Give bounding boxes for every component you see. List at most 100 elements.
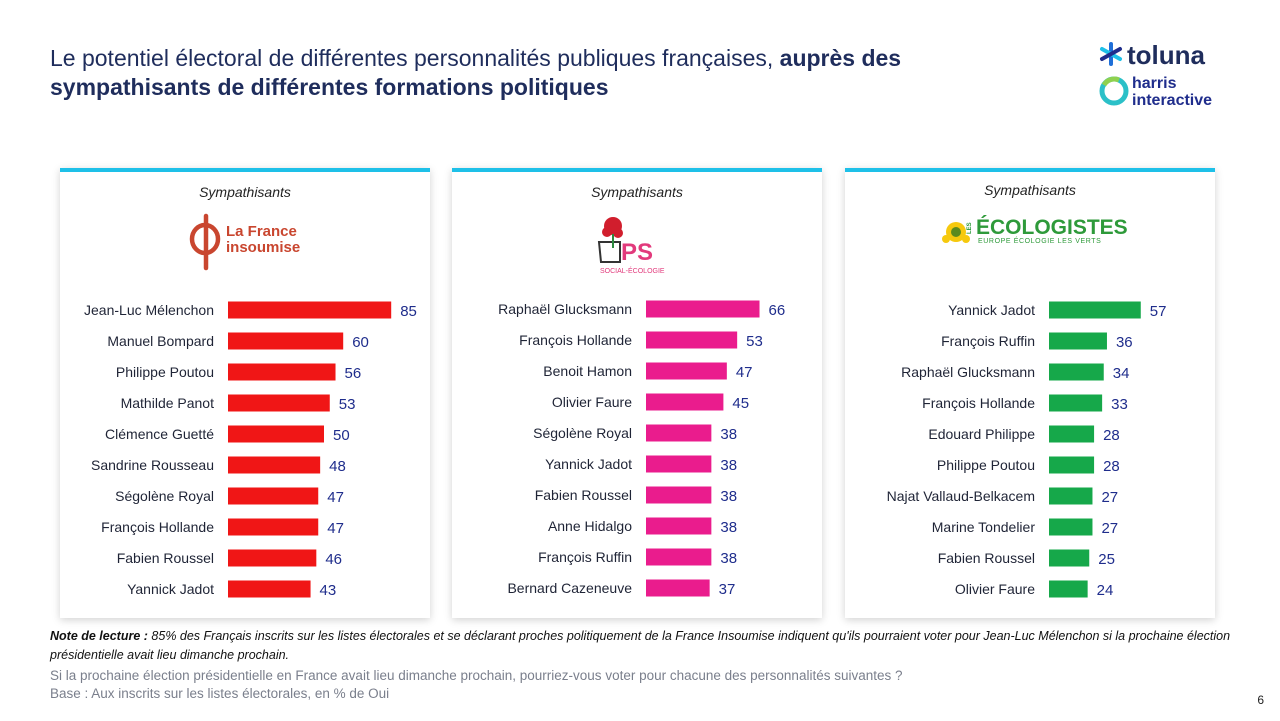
lfi-logo-line1: La France — [226, 223, 297, 240]
bar-label: Jean-Luc Mélenchon — [84, 302, 214, 318]
bar-value-label: 28 — [1103, 427, 1120, 444]
bar-label: Sandrine Rousseau — [91, 457, 214, 473]
bar-value-label: 53 — [746, 333, 763, 350]
bar-label: Marine Tondelier — [932, 519, 1036, 535]
bar-label: Bernard Cazeneuve — [507, 580, 632, 596]
bar — [646, 548, 712, 566]
bar-label: Olivier Faure — [955, 581, 1035, 597]
interactive-wordmark: interactive — [1132, 92, 1212, 109]
bar — [228, 394, 330, 412]
ps-logo: PS SOCIAL-ÉCOLOGIE — [597, 217, 665, 275]
bar — [646, 300, 760, 318]
bar-label: Ségolène Royal — [115, 488, 214, 504]
bar-value-label: 24 — [1097, 582, 1114, 599]
bar-value-label: 47 — [327, 520, 344, 537]
bar — [646, 455, 712, 473]
panel-eco-header: Sympathisants — [984, 182, 1076, 198]
bar — [1049, 425, 1095, 443]
bar-value-label: 50 — [333, 427, 350, 444]
bar-label: Mathilde Panot — [121, 395, 215, 411]
panel-lfi-header: Sympathisants — [199, 184, 291, 200]
bar-label: François Hollande — [101, 519, 214, 535]
page-title-bold: auprès des sympathisants de différentes … — [50, 45, 902, 100]
eco-logo: LES ÉCOLOGISTES EUROPE ÉCOLOGIE LES VERT… — [942, 216, 1128, 245]
bar — [228, 518, 319, 536]
toluna-wordmark: toluna — [1127, 40, 1206, 70]
bar-value-label: 38 — [720, 519, 737, 536]
bar-label: Najat Vallaud-Belkacem — [887, 488, 1035, 504]
page-number: 6 — [1257, 693, 1264, 707]
bar-value-label: 27 — [1101, 489, 1118, 506]
bar-value-label: 45 — [732, 395, 749, 412]
bar-label: Fabien Roussel — [535, 487, 632, 503]
bar — [1049, 456, 1095, 474]
bar-value-label: 57 — [1150, 303, 1167, 320]
lfi-logo-line2: insoumise — [226, 239, 300, 256]
bar — [646, 579, 710, 597]
survey-question: Si la prochaine élection présidentielle … — [50, 668, 903, 683]
bar-label: Edouard Philippe — [928, 426, 1035, 442]
bar-value-label: 47 — [327, 489, 344, 506]
ps-logo-main: PS — [621, 239, 653, 266]
bar-value-label: 38 — [720, 488, 737, 505]
bar-value-label: 53 — [339, 396, 356, 413]
bar-value-label: 43 — [320, 582, 337, 599]
bar — [228, 487, 319, 505]
bar — [1049, 580, 1088, 598]
bar-value-label: 28 — [1103, 458, 1120, 475]
toluna-harris-logo: toluna harris interactive — [1099, 40, 1212, 109]
bar-label: Philippe Poutou — [116, 364, 214, 380]
bar-value-label: 33 — [1111, 396, 1128, 413]
bar-label: François Hollande — [922, 395, 1035, 411]
bar-value-label: 38 — [720, 426, 737, 443]
bar — [228, 363, 336, 381]
chart-lfi: Jean-Luc Mélenchon 85 Manuel Bompard 60 Phil… — [84, 301, 417, 599]
bar-label: François Hollande — [519, 332, 632, 348]
bar — [1049, 549, 1090, 567]
bar — [1049, 332, 1107, 350]
bar — [1049, 487, 1093, 505]
bar — [646, 393, 724, 411]
eco-logo-sub: EUROPE ÉCOLOGIE LES VERTS — [978, 236, 1101, 245]
eco-logo-prefix: LES — [967, 222, 973, 234]
panel-eco: Sympathisants LES ÉCOLOGISTES EUROPE ÉCO… — [845, 168, 1215, 618]
bar-label: François Ruffin — [538, 549, 632, 565]
bar-label: Yannick Jadot — [127, 581, 214, 597]
bar — [228, 332, 344, 350]
bar-value-label: 25 — [1098, 551, 1115, 568]
toluna-asterisk-icon — [1100, 42, 1122, 66]
eco-logo-main: ÉCOLOGISTES — [976, 216, 1128, 239]
bar-value-label: 38 — [720, 457, 737, 474]
bar — [1049, 518, 1093, 536]
bar-label: Yannick Jadot — [948, 302, 1035, 318]
bar — [646, 486, 712, 504]
bar-label: Raphaël Glucksmann — [901, 364, 1035, 380]
bar — [646, 331, 738, 349]
bar — [646, 517, 712, 535]
harris-ring-accent — [1101, 76, 1120, 87]
bar-value-label: 47 — [736, 364, 753, 381]
bar-label: Olivier Faure — [552, 394, 632, 410]
bar — [228, 425, 324, 443]
bar — [228, 456, 321, 474]
panel-lfi: Sympathisants La France insoumise Jean-L… — [60, 168, 430, 618]
bar-value-label: 46 — [325, 551, 342, 568]
harris-wordmark: harris — [1132, 75, 1177, 92]
bar-label: Clémence Guetté — [105, 426, 214, 442]
chart-ps: Raphaël Glucksmann 66 François Hollande 53 B… — [498, 300, 785, 598]
panel-ps-header: Sympathisants — [591, 184, 683, 200]
bar — [1049, 394, 1103, 412]
chart-eco: Yannick Jadot 57 François Ruffin 36 Raphaël … — [887, 301, 1167, 599]
bar — [228, 580, 311, 598]
panel-ps: Sympathisants PS SOCIAL-ÉCOLOGIE Raphaël… — [452, 168, 822, 618]
bar-value-label: 27 — [1101, 520, 1118, 537]
survey-base: Base : Aux inscrits sur les listes élect… — [50, 686, 390, 701]
reading-note-label: Note de lecture : — [50, 629, 148, 643]
bar-label: Anne Hidalgo — [548, 518, 632, 534]
lfi-logo: La France insoumise — [189, 213, 300, 271]
ps-rose-icon — [597, 217, 623, 263]
bar — [646, 424, 712, 442]
bar — [228, 549, 317, 567]
bar-value-label: 56 — [345, 365, 362, 382]
bar-label: Raphaël Glucksmann — [498, 301, 632, 317]
